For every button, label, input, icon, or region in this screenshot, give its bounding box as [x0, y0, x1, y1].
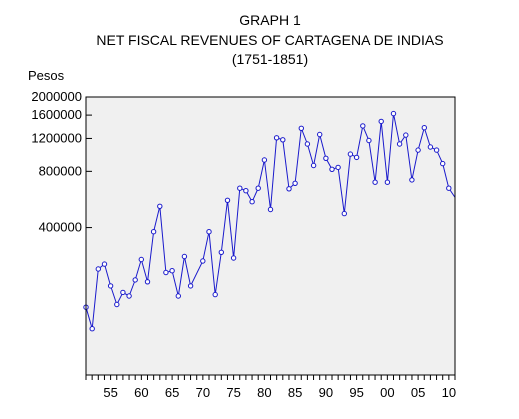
data-point	[255, 185, 261, 191]
data-point	[157, 203, 163, 210]
chart-title: GRAPH 1	[239, 12, 301, 28]
data-point	[409, 177, 415, 183]
y-tick-label: 800000	[39, 163, 82, 178]
data-point	[403, 132, 409, 138]
data-point	[261, 157, 268, 163]
data-point	[372, 179, 378, 185]
data-point	[212, 291, 218, 298]
y-tick-label: 1600000	[31, 107, 82, 122]
y-axis-label: Pesos	[28, 68, 65, 83]
data-point	[200, 258, 206, 264]
x-tick-label: 90	[319, 385, 333, 400]
data-point	[347, 151, 354, 157]
data-point	[360, 123, 366, 129]
x-tick-label: 75	[226, 385, 240, 400]
data-point	[126, 293, 132, 299]
data-point	[298, 125, 304, 132]
data-point	[378, 118, 384, 125]
series-line	[85, 113, 456, 329]
data-point	[280, 137, 286, 143]
plot-frame	[85, 96, 456, 376]
x-tick-label: 65	[165, 385, 179, 400]
data-point	[150, 229, 157, 235]
data-point	[396, 141, 403, 147]
x-tick-label: 60	[134, 385, 148, 400]
data-point	[101, 261, 108, 267]
data-point	[206, 229, 212, 235]
data-point	[440, 160, 446, 167]
data-point	[366, 137, 372, 144]
x-tick-label: 95	[349, 385, 363, 400]
data-points	[83, 110, 452, 332]
data-point	[335, 164, 341, 171]
data-point	[421, 125, 427, 131]
y-axis: 400000 800000 1200000 1600000 2000000	[31, 89, 92, 235]
data-point	[273, 135, 280, 141]
data-point	[120, 289, 126, 296]
y-tick-label: 400000	[39, 220, 82, 235]
data-point	[329, 166, 335, 173]
data-point	[304, 141, 311, 147]
data-point	[181, 253, 188, 260]
data-point	[224, 197, 231, 204]
chart-subtitle: NET FISCAL REVENUES OF CARTAGENA DE INDI…	[96, 32, 444, 48]
x-tick-label: 70	[196, 385, 210, 400]
data-point	[95, 266, 102, 272]
x-tick-label: 55	[103, 385, 117, 400]
x-tick-label: 05	[411, 385, 425, 400]
data-point	[89, 326, 95, 332]
data-point	[353, 154, 360, 161]
data-point	[138, 256, 145, 263]
data-point	[132, 277, 138, 283]
x-tick-label: 00	[380, 385, 394, 400]
data-point	[114, 301, 120, 308]
x-tick-label: 10	[442, 385, 456, 400]
data-point	[237, 185, 243, 191]
data-point	[107, 283, 114, 289]
data-point	[286, 186, 292, 192]
y-tick-label: 2000000	[31, 89, 82, 104]
data-point	[169, 268, 175, 274]
data-point	[230, 255, 237, 261]
x-axis: 55 60 65 70 75 80 85 90 95 00 05 10	[85, 375, 456, 400]
plot-area	[86, 97, 455, 375]
data-point	[446, 185, 452, 191]
data-point	[310, 162, 317, 169]
data-point	[323, 155, 329, 162]
data-point	[415, 147, 421, 153]
chart-period: (1751-1851)	[231, 51, 309, 67]
data-point	[249, 199, 255, 205]
data-point	[433, 147, 440, 153]
data-point	[187, 283, 194, 289]
data-point	[267, 206, 274, 213]
data-point	[243, 188, 249, 194]
data-point	[341, 210, 347, 217]
data-point	[390, 110, 397, 117]
x-tick-label: 80	[257, 385, 271, 400]
data-point	[218, 249, 225, 256]
data-point	[427, 144, 434, 150]
y-tick-label: 1200000	[31, 130, 82, 145]
data-point	[384, 179, 391, 185]
data-point	[163, 269, 169, 276]
data-point	[317, 131, 323, 138]
data-point	[175, 293, 182, 299]
data-point	[292, 180, 298, 187]
x-tick-label: 85	[288, 385, 302, 400]
data-point	[144, 279, 151, 285]
